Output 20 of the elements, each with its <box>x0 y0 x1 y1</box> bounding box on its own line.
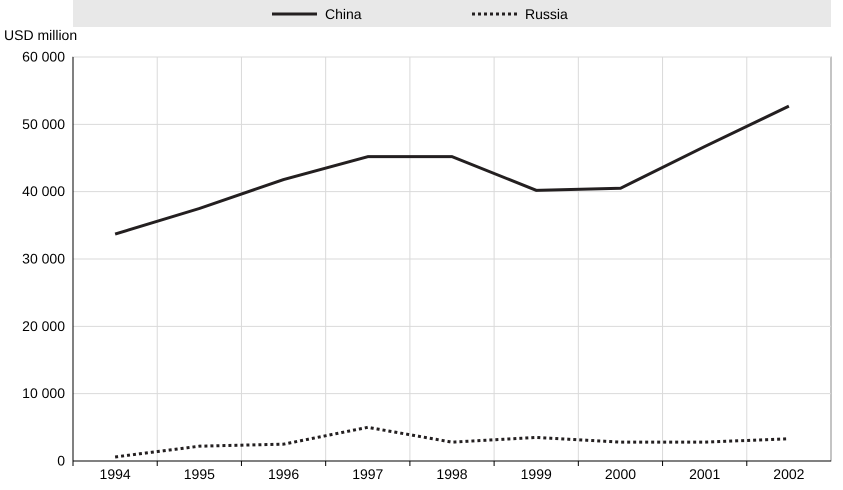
legend-label: China <box>325 6 362 22</box>
x-tick-label: 2000 <box>604 466 636 482</box>
y-tick-label: 20 000 <box>22 318 66 334</box>
y-tick-label: 40 000 <box>22 183 66 200</box>
x-tick-label: 1998 <box>436 466 468 482</box>
y-tick-label: 50 000 <box>22 116 66 132</box>
x-tick-label: 1999 <box>520 466 552 482</box>
y-axis-title: USD million <box>4 27 78 43</box>
x-tick-label: 1996 <box>268 466 300 482</box>
line-series <box>114 104 790 236</box>
y-tick-label: 30 000 <box>22 250 66 266</box>
x-tick-label: 2002 <box>773 466 805 482</box>
y-tick-label: 0 <box>57 452 66 468</box>
y-tick-label: 10 000 <box>22 385 66 402</box>
legend-label: Russia <box>525 6 568 22</box>
y-tick-label: 60 000 <box>22 48 66 64</box>
x-tick-label: 1997 <box>352 466 384 482</box>
x-tick-label: 1995 <box>184 466 216 482</box>
x-tick-label: 1994 <box>100 466 131 482</box>
x-tick-label: 2001 <box>689 466 720 482</box>
